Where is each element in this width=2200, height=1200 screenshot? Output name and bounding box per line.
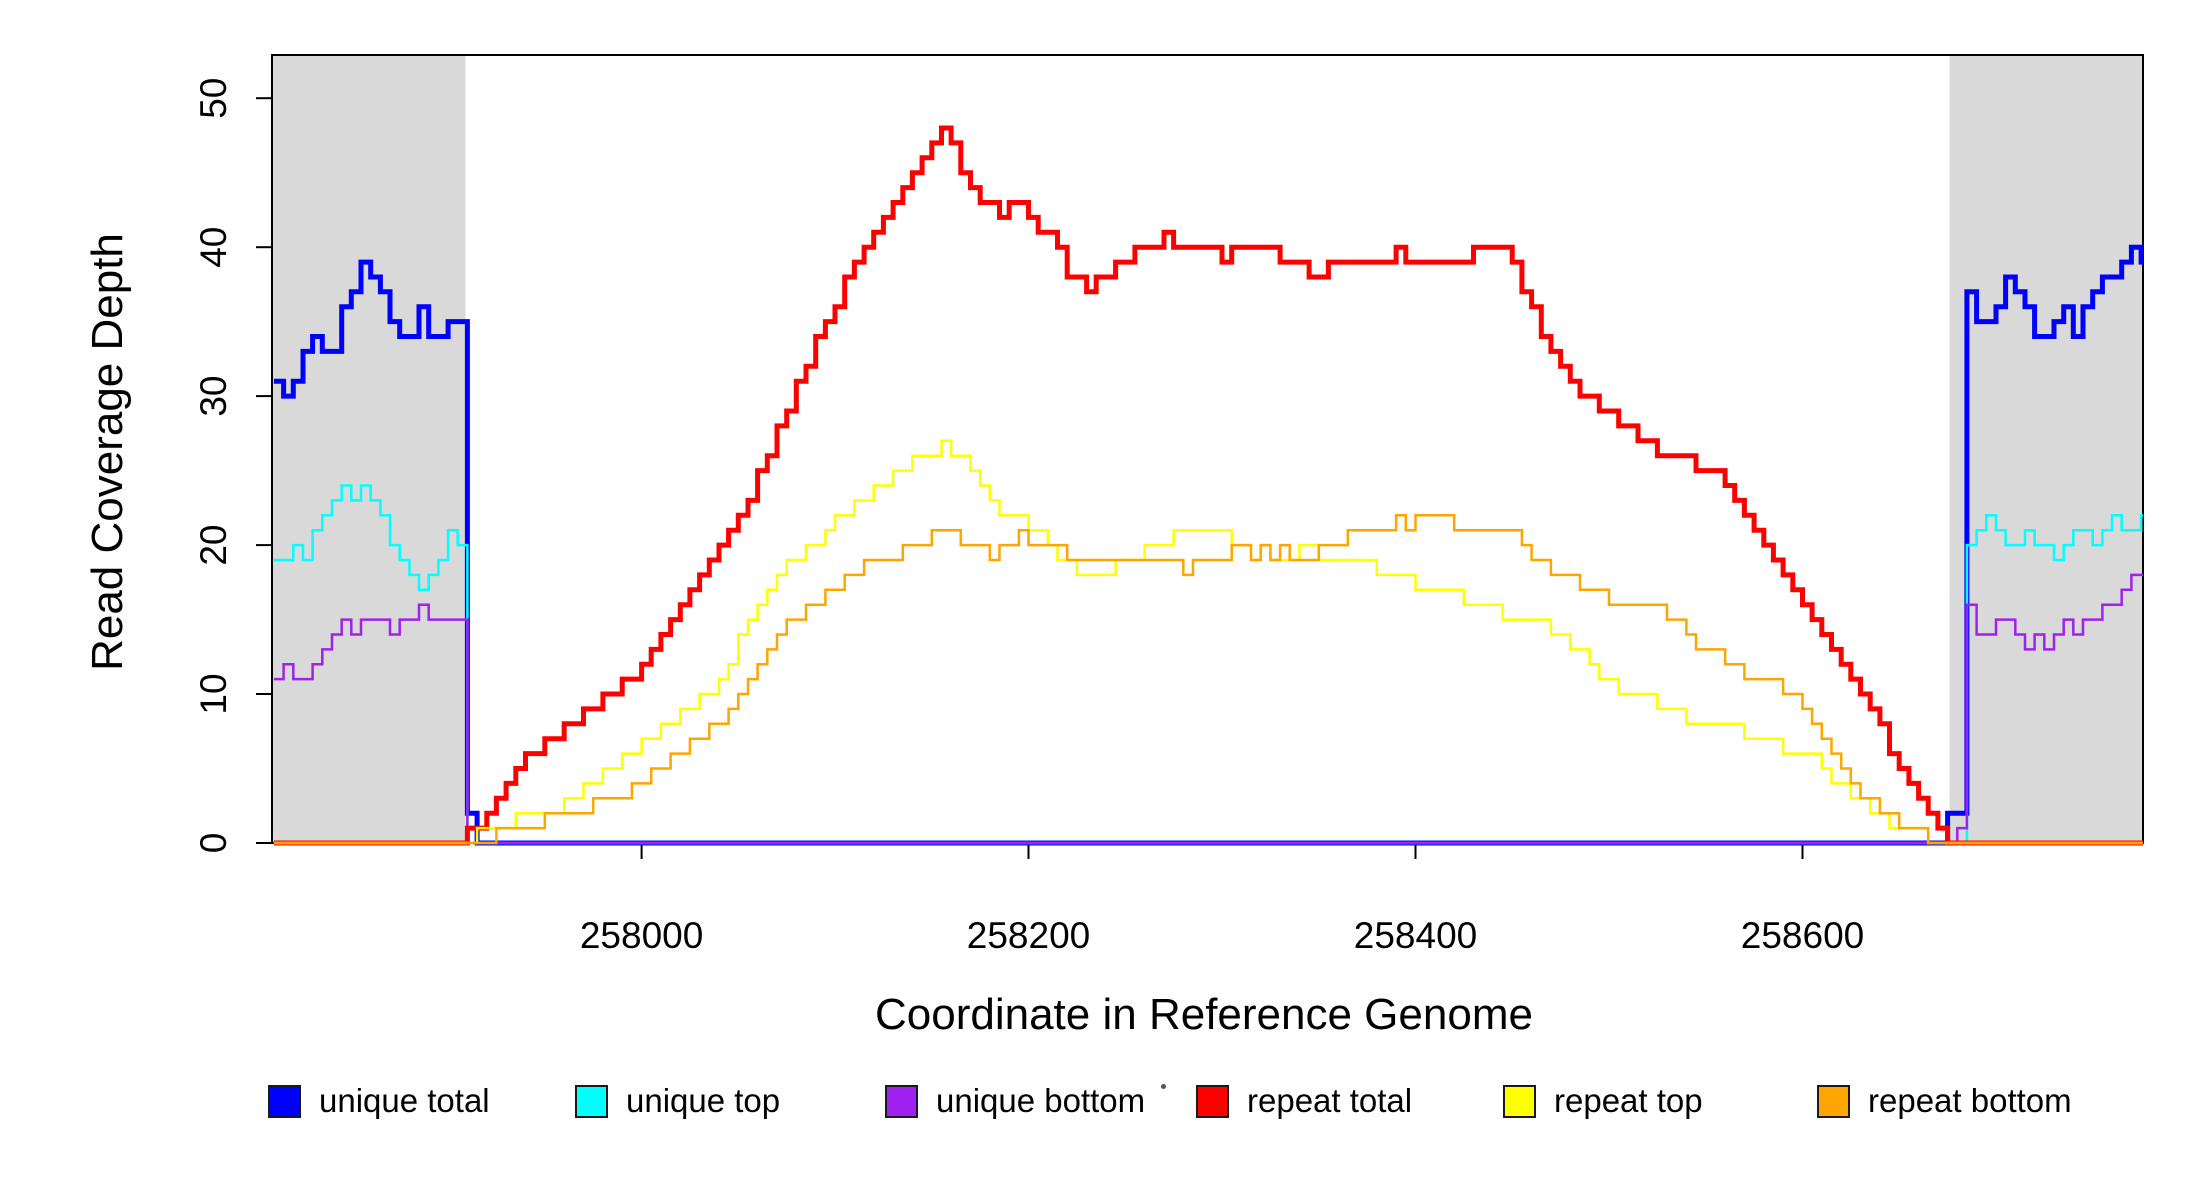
legend: unique total unique top unique bottom repea…: [0, 1082, 2200, 1132]
y-tick-label: 40: [193, 227, 234, 268]
series-repeat-bottom: [273, 514, 2143, 845]
legend-label-unique-bottom: unique bottom: [936, 1082, 1146, 1119]
legend-swatch-repeat-top: [1503, 1084, 1536, 1118]
y-tick-label: 20: [193, 525, 234, 566]
series-unique-total: [273, 244, 2144, 846]
series-unique-top: [273, 484, 2143, 845]
x-tick-label: 258600: [1741, 915, 1864, 956]
y-tick-label: 50: [193, 78, 234, 119]
legend-label-unique-top: unique top: [626, 1082, 781, 1119]
series-unique-bottom: [273, 573, 2143, 845]
x-axis-title: Coordinate in Reference Genome: [875, 990, 1533, 1039]
x-tick-label: 258000: [580, 915, 703, 956]
y-tick-label: 30: [193, 376, 234, 417]
legend-swatch-repeat-bottom: [1817, 1084, 1850, 1118]
plot-border: [271, 54, 2144, 844]
x-tick-label: 258400: [1354, 915, 1477, 956]
shaded-flank-region: [272, 55, 466, 843]
legend-item-repeat-top: repeat top: [1503, 1082, 1703, 1120]
legend-label-unique-total: unique total: [319, 1082, 490, 1119]
legend-item-repeat-total: repeat total: [1196, 1082, 1412, 1120]
legend-swatch-unique-bottom: [885, 1084, 918, 1118]
x-tick-label: 258200: [967, 915, 1090, 956]
legend-label-repeat-bottom: repeat bottom: [1868, 1082, 2072, 1119]
legend-label-repeat-total: repeat total: [1247, 1082, 1413, 1119]
stray-dot: [1161, 1084, 1166, 1089]
shaded-flank-region: [1949, 55, 2143, 843]
series-repeat-total: [273, 125, 2143, 846]
y-axis-title: Read Coverage Depth: [83, 233, 132, 671]
series-repeat-top: [273, 439, 2143, 845]
legend-label-repeat-top: repeat top: [1554, 1082, 1703, 1119]
y-tick-label: 10: [193, 673, 234, 714]
legend-swatch-unique-top: [575, 1084, 608, 1118]
legend-item-repeat-bottom: repeat bottom: [1817, 1082, 2072, 1120]
legend-item-unique-total: unique total: [268, 1082, 490, 1120]
legend-item-unique-top: unique top: [575, 1082, 780, 1120]
legend-item-unique-bottom: unique bottom: [885, 1082, 1145, 1120]
y-tick-label: 0: [193, 833, 234, 854]
legend-swatch-unique-total: [268, 1084, 301, 1118]
legend-swatch-repeat-total: [1196, 1084, 1229, 1118]
